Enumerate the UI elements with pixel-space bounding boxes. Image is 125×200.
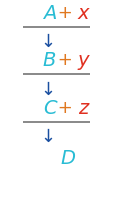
Text: ↓: ↓ — [40, 33, 55, 51]
Text: z: z — [78, 98, 88, 117]
Text: y: y — [78, 51, 89, 69]
Text: ↓: ↓ — [40, 80, 55, 98]
Text: B: B — [43, 51, 56, 69]
Text: x: x — [78, 4, 89, 22]
Text: C: C — [43, 98, 56, 117]
Text: +: + — [52, 51, 79, 69]
Text: ↓: ↓ — [40, 127, 55, 145]
Text: D: D — [60, 149, 75, 167]
Text: +: + — [52, 99, 79, 117]
Text: A: A — [43, 4, 56, 22]
Text: +: + — [52, 4, 79, 22]
